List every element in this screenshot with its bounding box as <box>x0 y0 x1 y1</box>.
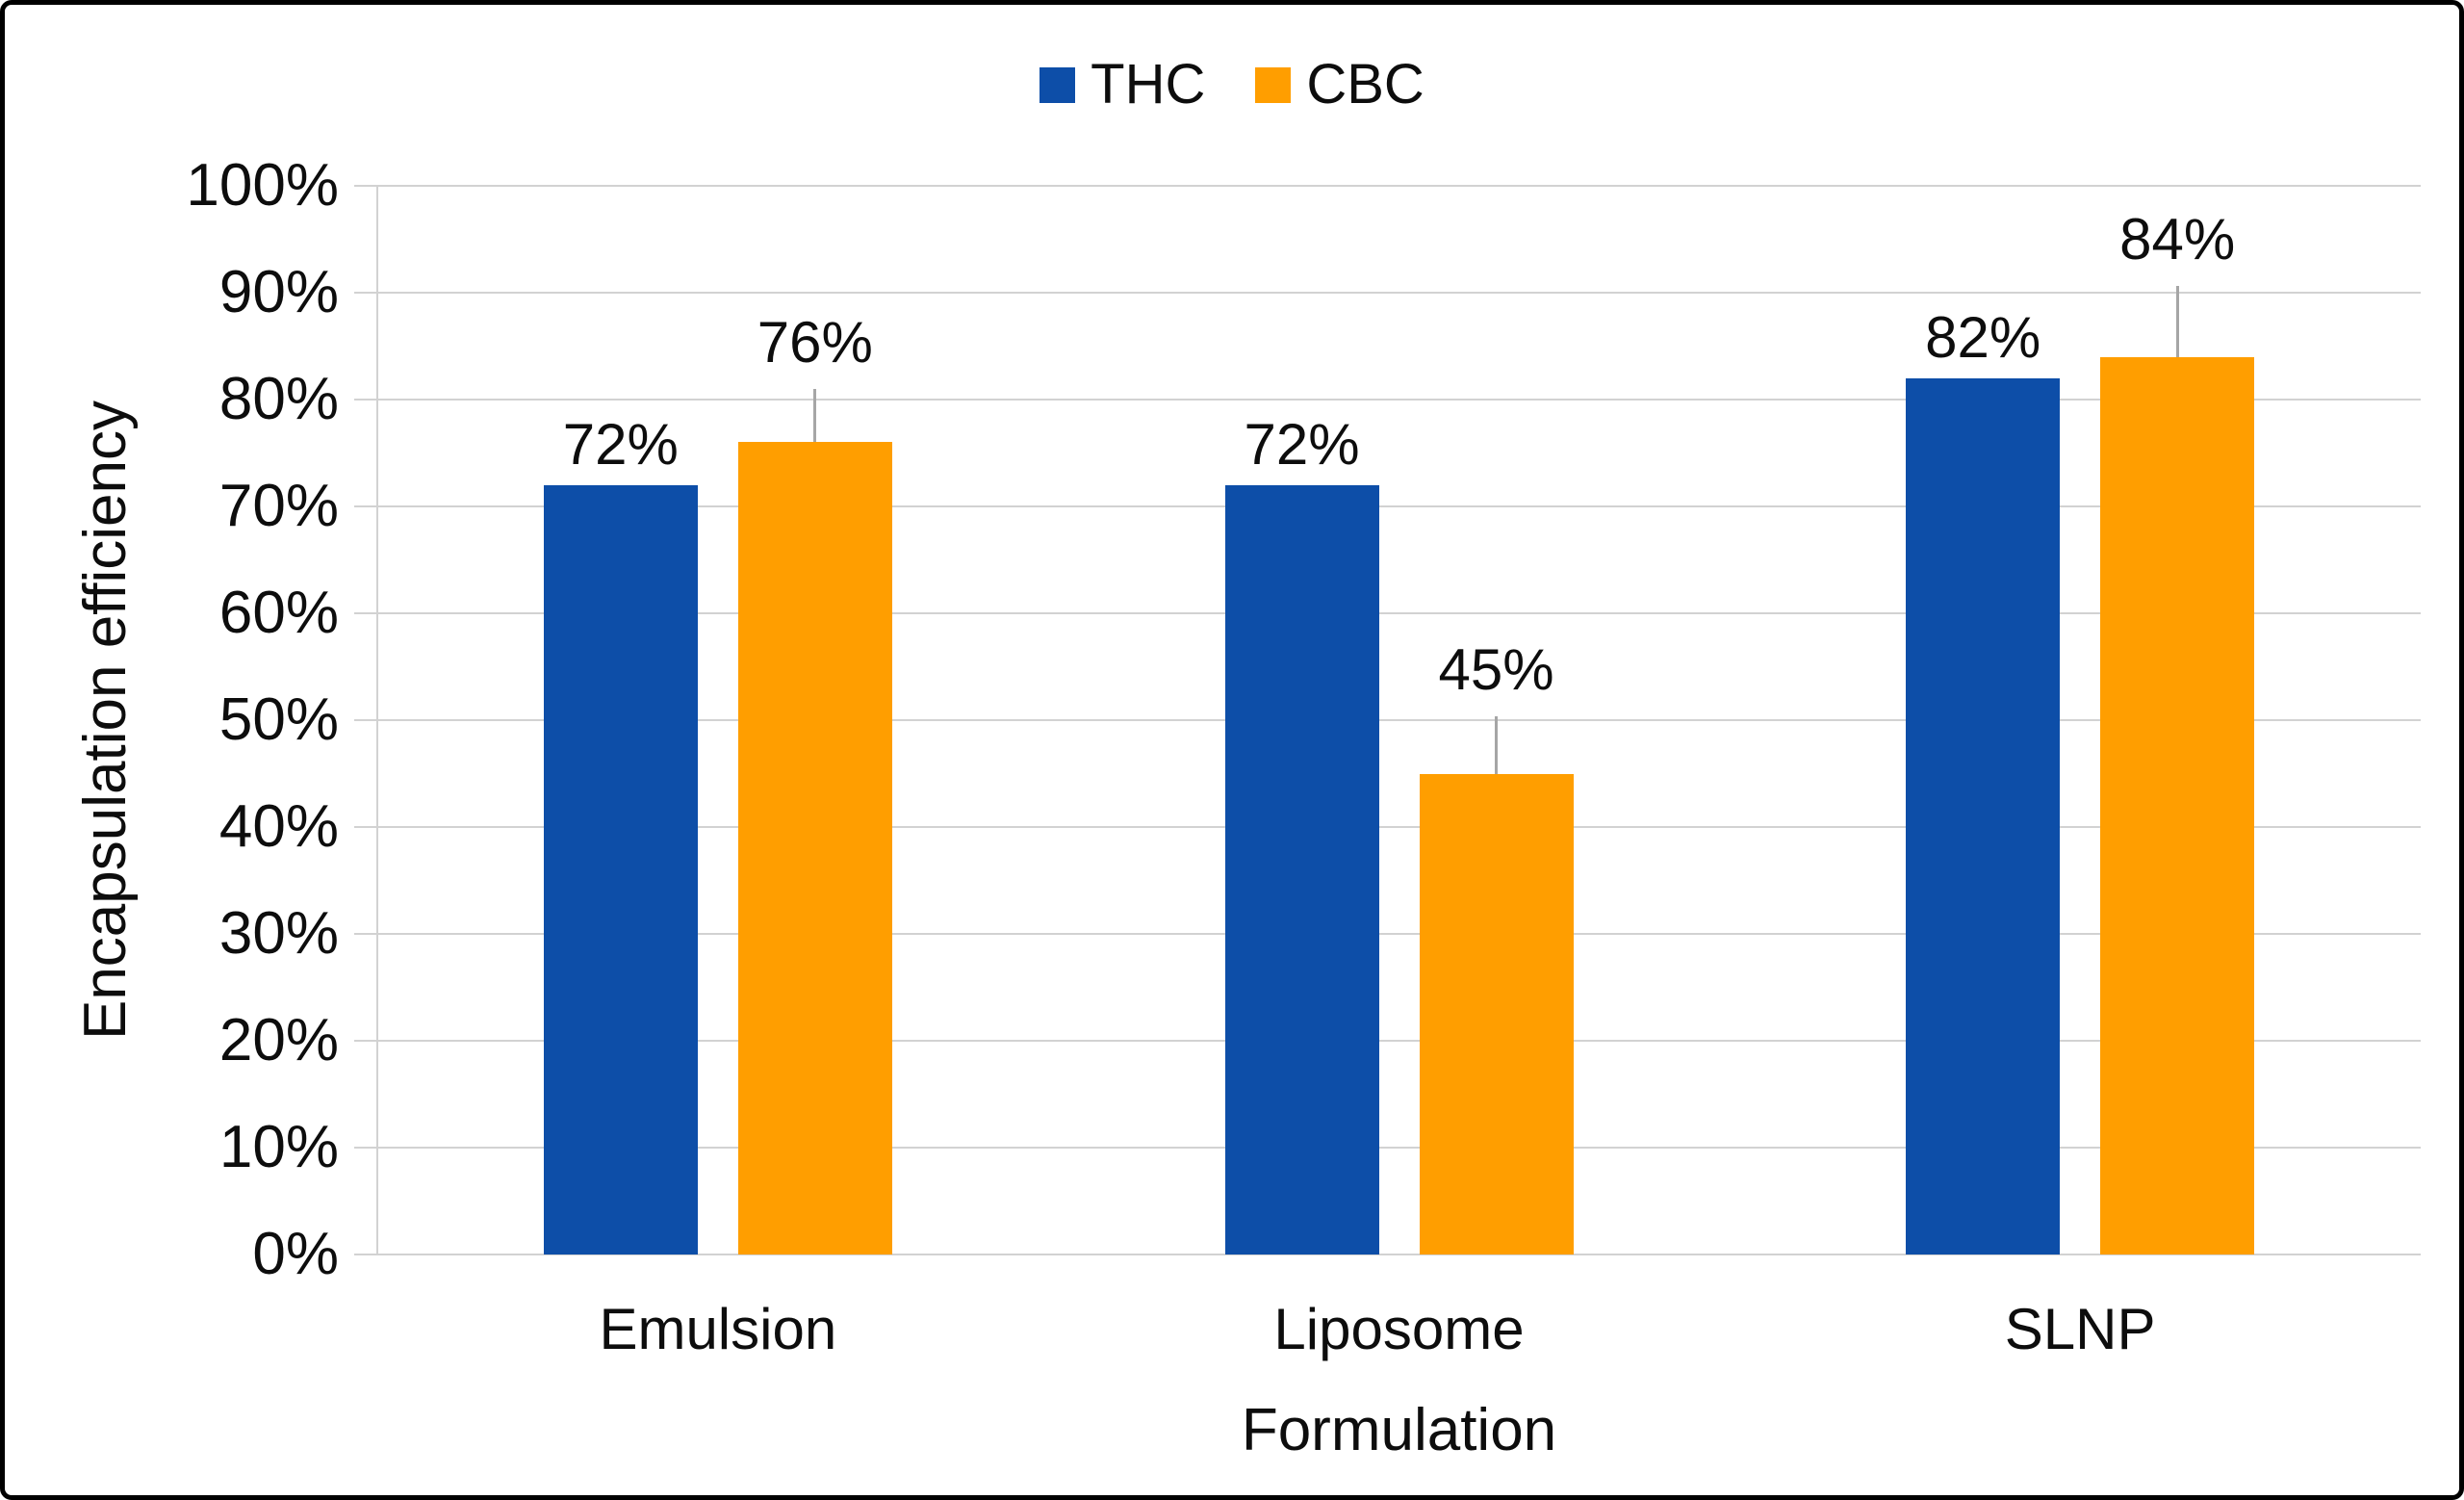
bar-thc-slnp <box>1906 377 2061 1254</box>
legend-label: CBC <box>1306 53 1424 116</box>
y-tick-label: 50% <box>218 686 339 753</box>
gridline <box>354 1147 2421 1149</box>
bar-thc-liposome <box>1224 484 1379 1254</box>
y-tick-label: 10% <box>218 1114 339 1180</box>
data-label-thc-emulsion: 72% <box>562 411 679 477</box>
gridline <box>354 719 2421 721</box>
label-leader-line <box>1495 715 1498 774</box>
gridline <box>354 1254 2421 1255</box>
data-label-cbc-liposome: 45% <box>1438 636 1554 702</box>
label-leader-line <box>2175 286 2179 357</box>
plot-area: Encapsulation efficiency Formulation 0% 1… <box>72 156 2421 1461</box>
bar-cbc-slnp <box>2100 356 2255 1254</box>
gridline <box>354 612 2421 614</box>
data-label-cbc-emulsion: 76% <box>757 309 873 375</box>
data-label-cbc-slnp: 84% <box>2119 207 2236 272</box>
y-tick-label: 0% <box>252 1221 339 1287</box>
gridline <box>354 933 2421 935</box>
y-tick-label: 60% <box>218 580 339 646</box>
legend: THC CBC <box>5 51 2459 118</box>
bar-cbc-emulsion <box>737 442 892 1254</box>
x-category-label-liposome: Liposome <box>1273 1297 1525 1361</box>
y-tick-label: 20% <box>218 1007 339 1073</box>
gridline <box>354 505 2421 507</box>
y-tick-label: 90% <box>218 259 339 325</box>
gridline <box>354 399 2421 401</box>
y-tick-label: 30% <box>218 900 339 967</box>
legend-item-thc: THC <box>1040 57 1205 113</box>
y-tick-label: 100% <box>186 152 339 219</box>
bar-cbc-liposome <box>1419 773 1574 1254</box>
y-axis-title: Encapsulation efficiency <box>72 400 139 1041</box>
data-label-thc-liposome: 72% <box>1244 411 1360 477</box>
y-tick-label: 80% <box>218 366 339 432</box>
data-label-thc-slnp: 82% <box>1925 304 2041 370</box>
gridline <box>354 292 2421 294</box>
y-tick-label: 70% <box>218 473 339 539</box>
x-category-label-emulsion: Emulsion <box>599 1297 837 1361</box>
bar-thc-emulsion <box>543 484 698 1254</box>
gridline <box>354 826 2421 828</box>
y-tick-label: 40% <box>218 793 339 860</box>
label-leader-line <box>813 388 817 443</box>
legend-item-cbc: CBC <box>1255 57 1424 113</box>
legend-swatch-cbc-icon <box>1255 66 1292 103</box>
gridline <box>354 1040 2421 1042</box>
x-axis-title: Formulation <box>1241 1397 1557 1463</box>
x-category-label-slnp: SLNP <box>2004 1297 2156 1361</box>
gridline <box>354 185 2421 187</box>
legend-swatch-thc-icon <box>1040 66 1076 103</box>
legend-label: THC <box>1091 53 1206 116</box>
